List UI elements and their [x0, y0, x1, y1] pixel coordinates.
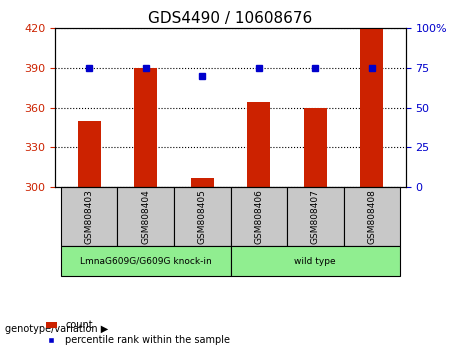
Bar: [135, 68, 157, 187]
Text: GSM808408: GSM808408: [367, 189, 376, 244]
Bar: [361, 28, 383, 187]
FancyBboxPatch shape: [118, 187, 174, 246]
FancyBboxPatch shape: [287, 187, 343, 246]
FancyBboxPatch shape: [343, 187, 400, 246]
Legend: count, percentile rank within the sample: count, percentile rank within the sample: [42, 316, 234, 349]
Bar: [248, 102, 270, 187]
Text: GSM808407: GSM808407: [311, 189, 320, 244]
Bar: [304, 108, 326, 187]
FancyBboxPatch shape: [174, 187, 230, 246]
Text: genotype/variation ▶: genotype/variation ▶: [5, 324, 108, 334]
Text: GSM808403: GSM808403: [85, 189, 94, 244]
Text: GSM808404: GSM808404: [141, 189, 150, 244]
Text: GSM808406: GSM808406: [254, 189, 263, 244]
Bar: [191, 178, 213, 187]
FancyBboxPatch shape: [230, 187, 287, 246]
FancyBboxPatch shape: [61, 246, 230, 276]
Title: GDS4490 / 10608676: GDS4490 / 10608676: [148, 11, 313, 26]
FancyBboxPatch shape: [61, 187, 118, 246]
Bar: [78, 121, 100, 187]
Text: LmnaG609G/G609G knock-in: LmnaG609G/G609G knock-in: [80, 257, 212, 266]
Text: wild type: wild type: [295, 257, 336, 266]
FancyBboxPatch shape: [230, 246, 400, 276]
Text: GSM808405: GSM808405: [198, 189, 207, 244]
